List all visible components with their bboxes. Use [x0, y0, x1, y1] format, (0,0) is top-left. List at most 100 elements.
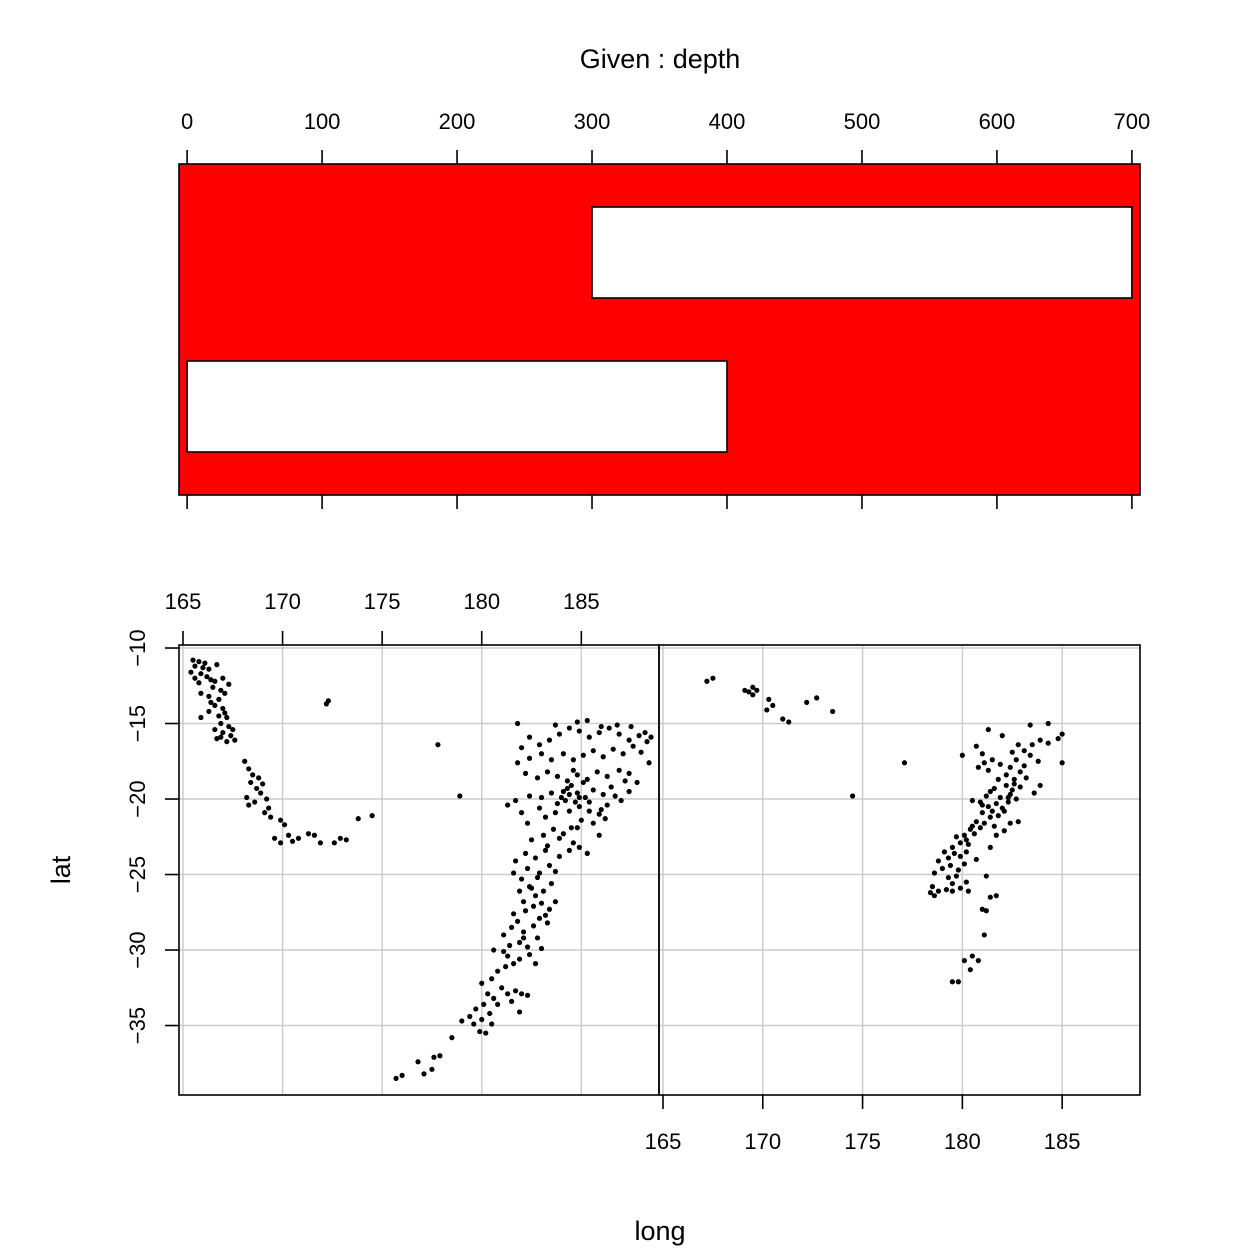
- data-point: [1017, 784, 1023, 790]
- data-point: [222, 710, 228, 716]
- data-point: [830, 708, 836, 715]
- data-point: [963, 849, 969, 855]
- data-point: [764, 707, 770, 713]
- data-point: [487, 1010, 493, 1017]
- data-point: [246, 766, 252, 772]
- data-point: [600, 754, 606, 760]
- data-point: [495, 968, 501, 974]
- data-point: [337, 835, 343, 841]
- data-point: [1055, 736, 1061, 742]
- data-point: [584, 776, 590, 782]
- data-point: [566, 725, 572, 731]
- data-point: [429, 1066, 435, 1072]
- data-point: [512, 988, 519, 994]
- data-point: [746, 689, 752, 695]
- data-point: [415, 1059, 421, 1065]
- data-point: [399, 1072, 405, 1078]
- data-point: [1015, 819, 1021, 825]
- data-point: [1031, 790, 1037, 796]
- data-point: [1027, 752, 1033, 758]
- scatter-panel-depth-300-700: 165 170 175 180 185: [645, 644, 1141, 1154]
- y-tick-label: −10: [125, 629, 150, 666]
- data-point: [431, 1054, 437, 1060]
- data-point: [536, 915, 543, 921]
- data-point: [969, 953, 975, 959]
- data-point: [511, 961, 517, 967]
- data-point: [524, 992, 531, 998]
- data-point: [560, 788, 566, 795]
- data-point: [600, 791, 606, 798]
- data-point: [993, 800, 999, 807]
- y-tick-label: −20: [125, 780, 150, 817]
- data-point: [522, 770, 529, 776]
- data-point: [576, 728, 582, 734]
- data-point: [516, 888, 523, 894]
- data-point: [516, 956, 523, 962]
- data-point: [1059, 731, 1065, 737]
- data-point: [214, 736, 220, 742]
- data-point: [939, 865, 946, 872]
- scatter-panel-depth-0-400: 165 170 175 180 185: [165, 589, 660, 1096]
- given-tick-label: 200: [439, 109, 476, 134]
- data-point: [518, 991, 525, 997]
- data-point: [985, 726, 991, 733]
- data-point: [955, 867, 961, 873]
- data-point: [246, 802, 252, 808]
- x-tick-label: 185: [563, 589, 600, 614]
- data-point: [979, 802, 985, 808]
- panel-frame: [178, 644, 660, 1096]
- data-point: [272, 835, 278, 841]
- x-tick-label: 175: [364, 589, 401, 614]
- data-point: [979, 906, 985, 912]
- data-point: [524, 944, 531, 950]
- data-point: [562, 797, 568, 804]
- data-point: [479, 1016, 485, 1023]
- data-point: [999, 733, 1005, 739]
- data-point: [929, 884, 936, 890]
- data-point: [973, 856, 979, 863]
- data-point: [206, 708, 212, 715]
- data-point: [849, 793, 856, 799]
- data-point: [536, 742, 543, 748]
- data-point: [989, 808, 995, 814]
- data-point: [544, 769, 551, 775]
- data-point: [512, 858, 519, 864]
- data-point: [961, 958, 967, 964]
- data-point: [570, 840, 576, 846]
- data-point: [1003, 782, 1009, 789]
- data-point: [258, 790, 264, 796]
- data-point: [971, 831, 977, 837]
- data-point: [580, 752, 586, 758]
- data-point: [1029, 742, 1035, 748]
- data-point: [277, 817, 284, 823]
- data-point: [536, 870, 543, 876]
- data-point: [564, 778, 570, 784]
- data-point: [526, 755, 533, 761]
- data-point: [620, 751, 626, 757]
- data-point: [997, 761, 1003, 767]
- data-point: [973, 819, 979, 825]
- data-point: [606, 725, 612, 731]
- data-point: [983, 793, 989, 799]
- data-point: [198, 714, 204, 721]
- data-point: [435, 742, 441, 748]
- data-point: [524, 820, 531, 826]
- data-point: [975, 958, 981, 964]
- data-point: [526, 951, 533, 958]
- data-point: [1001, 808, 1007, 814]
- data-point: [495, 1001, 501, 1007]
- data-point: [582, 794, 588, 801]
- data-point: [479, 980, 485, 986]
- data-point: [514, 720, 521, 727]
- panel-frame: [658, 644, 1141, 1096]
- data-point: [608, 784, 614, 790]
- data-point: [955, 979, 961, 985]
- data-point: [574, 719, 580, 725]
- data-point: [630, 743, 636, 749]
- data-point: [570, 757, 576, 763]
- data-point: [540, 832, 547, 838]
- data-point: [548, 757, 555, 763]
- data-point: [967, 967, 973, 973]
- data-point: [524, 865, 531, 872]
- data-point: [530, 903, 537, 909]
